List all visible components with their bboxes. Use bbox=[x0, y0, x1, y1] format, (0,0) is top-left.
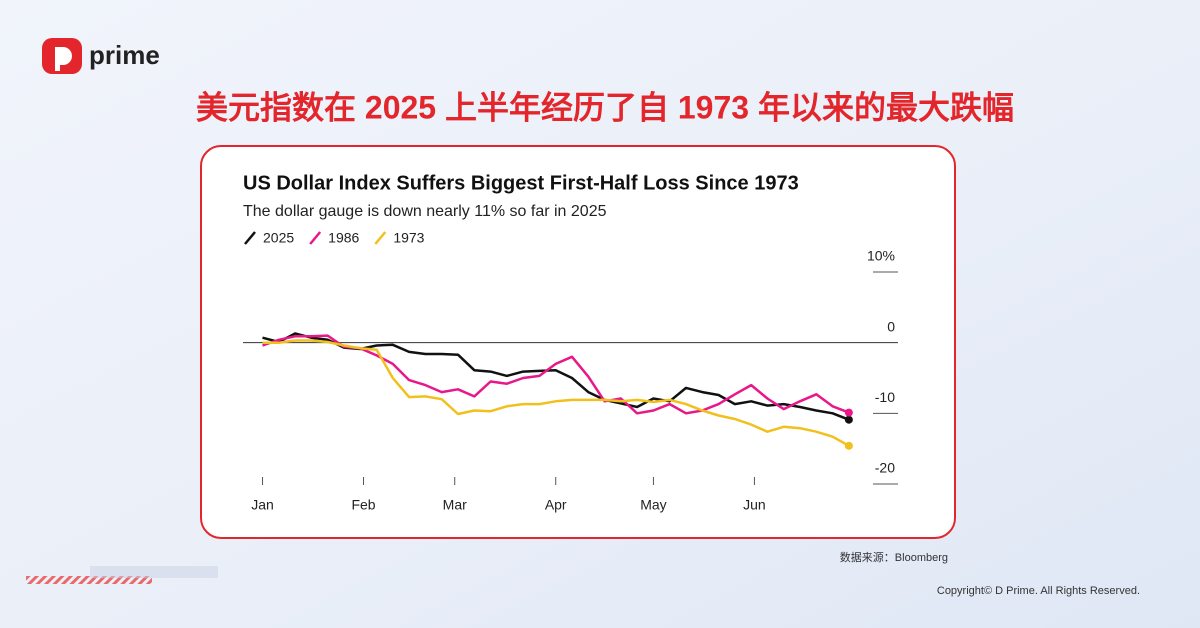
x-tick-label: Jun bbox=[743, 497, 766, 513]
source: 数据来源：Bloomberg bbox=[840, 550, 948, 564]
x-tick-label: Jan bbox=[251, 497, 274, 513]
copyright: Copyright© D Prime. All Rights Reserved. bbox=[937, 585, 1140, 597]
y-tick-label: -10 bbox=[875, 389, 895, 405]
decoration-stripes bbox=[26, 576, 152, 584]
decoration-dots bbox=[90, 566, 218, 578]
x-tick-label: Mar bbox=[443, 497, 467, 513]
y-tick-label: -20 bbox=[875, 460, 895, 476]
chart: US Dollar Index Suffers Biggest First-Ha… bbox=[243, 172, 898, 513]
series-line bbox=[262, 339, 850, 447]
chart-subtitle: The dollar gauge is down nearly 11% so f… bbox=[243, 203, 607, 220]
y-tick-label: 0 bbox=[887, 318, 895, 334]
legend-swatch bbox=[309, 231, 322, 245]
legend-label: 1973 bbox=[393, 230, 424, 246]
legend-swatch bbox=[244, 231, 256, 245]
headline: 美元指数在 2025 上半年经历了自 1973 年以来的最大跌幅 bbox=[196, 89, 1014, 125]
end-point bbox=[844, 415, 853, 424]
brand: prime bbox=[89, 40, 160, 70]
legend-label: 2025 bbox=[263, 230, 294, 246]
x-tick-label: Feb bbox=[351, 497, 375, 513]
logo: prime bbox=[42, 38, 160, 74]
y-tick-label: 10% bbox=[867, 248, 895, 264]
chart-title: US Dollar Index Suffers Biggest First-Ha… bbox=[243, 172, 799, 194]
logo-mark bbox=[55, 47, 72, 71]
x-tick-label: May bbox=[640, 497, 666, 513]
chart-card bbox=[200, 145, 956, 539]
legend-label: 1986 bbox=[328, 230, 359, 246]
x-tick-label: Apr bbox=[545, 497, 567, 513]
end-point bbox=[844, 408, 853, 417]
legend-swatch bbox=[374, 231, 387, 245]
end-point bbox=[844, 441, 853, 450]
